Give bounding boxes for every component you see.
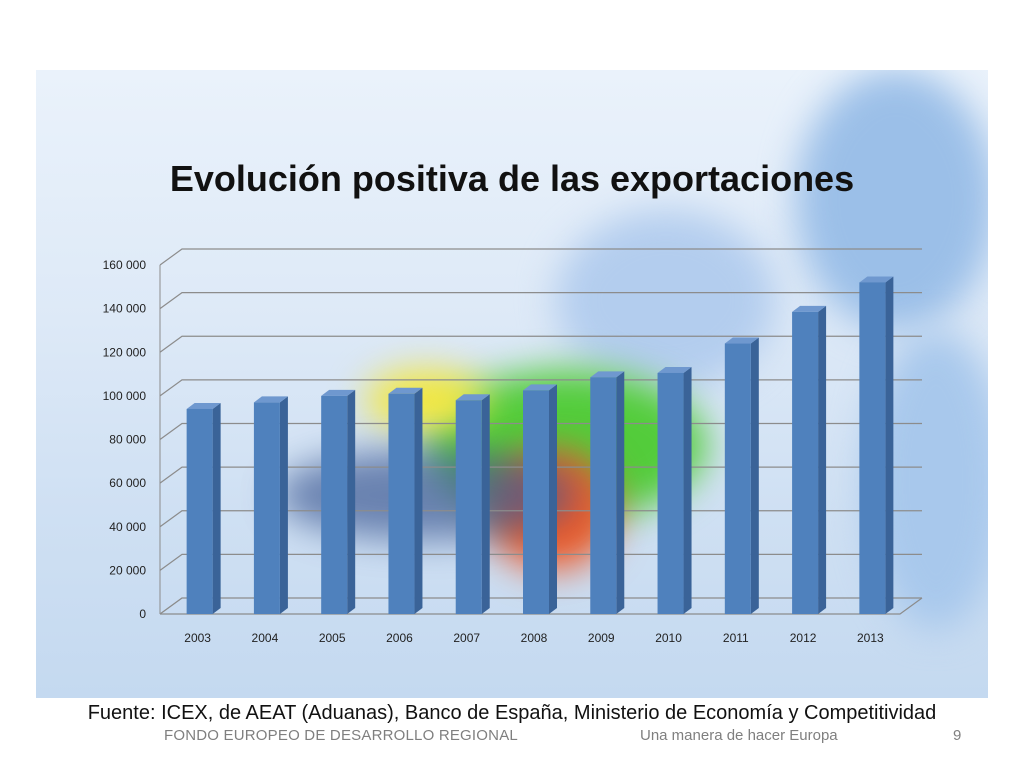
bar-top <box>523 384 557 391</box>
x-tick-label: 2010 <box>655 631 682 645</box>
bar-side <box>212 402 221 614</box>
bars-layer <box>186 276 894 614</box>
bar-top <box>724 337 759 344</box>
bar-front <box>590 377 617 614</box>
bar-top <box>253 396 288 403</box>
y-tick-label: 40 000 <box>109 520 146 534</box>
x-tick-label: 2007 <box>453 631 480 645</box>
x-tick-label: 2004 <box>252 631 279 645</box>
bar-side <box>414 387 423 614</box>
y-tick-label: 100 000 <box>103 389 147 403</box>
x-axis: 2003 2004 2005 2006 2007 2008 2009 2010 2011 2012… <box>184 631 884 645</box>
x-tick-label: 2006 <box>386 631 413 645</box>
gridline <box>159 248 922 266</box>
y-tick-label: 0 <box>139 607 146 621</box>
bar-side <box>818 305 827 614</box>
bar-top <box>455 394 490 401</box>
bar-side <box>616 371 625 614</box>
bar-side <box>683 366 692 614</box>
bar <box>455 394 490 614</box>
y-tick-label: 20 000 <box>109 563 146 577</box>
bar-top <box>321 389 356 396</box>
bar <box>724 337 759 614</box>
bar-side <box>347 389 356 614</box>
bar-top <box>657 366 692 373</box>
bar <box>590 371 625 614</box>
y-tick-label: 160 000 <box>103 258 147 272</box>
x-tick-label: 2012 <box>790 631 817 645</box>
x-tick-label: 2013 <box>857 631 884 645</box>
bar-side <box>549 384 557 614</box>
bar-top <box>388 387 423 394</box>
bar-front <box>859 282 886 614</box>
bar-front <box>724 343 751 614</box>
bar-front <box>455 400 482 614</box>
bar-side <box>885 276 894 614</box>
footer-motto: Una manera de hacer Europa <box>640 727 838 744</box>
bar <box>186 402 221 614</box>
bar-front <box>657 372 684 614</box>
y-axis: 0 20 000 40 000 60 000 80 000 100 000 120 000 1… <box>103 258 147 621</box>
bar-front <box>253 402 280 614</box>
bar-side <box>279 396 288 614</box>
y-tick-label: 60 000 <box>109 476 146 490</box>
bar-top <box>186 402 221 409</box>
gridline <box>159 292 922 310</box>
bar-top <box>792 305 827 312</box>
footer-fund-name: FONDO EUROPEO DE DESARROLLO REGIONAL <box>164 727 518 744</box>
x-tick-label: 2011 <box>723 631 749 645</box>
bar-top <box>859 276 894 283</box>
bar-front <box>523 390 549 614</box>
bar-front <box>388 393 415 614</box>
bar <box>388 387 423 614</box>
x-tick-label: 2003 <box>184 631 211 645</box>
bar-front <box>321 395 348 614</box>
y-tick-label: 80 000 <box>109 433 146 447</box>
bar <box>792 305 827 614</box>
x-tick-label: 2008 <box>521 631 548 645</box>
x-tick-label: 2005 <box>319 631 346 645</box>
x-tick-label: 2009 <box>588 631 615 645</box>
bar-side <box>481 394 490 614</box>
gridline <box>159 335 922 353</box>
grid-layer <box>159 248 923 615</box>
bar-front <box>792 311 819 614</box>
bar <box>657 366 692 614</box>
bar-top <box>590 371 625 378</box>
y-tick-label: 140 000 <box>103 302 147 316</box>
y-tick-label: 120 000 <box>103 345 147 359</box>
bar <box>523 384 557 614</box>
bar <box>859 276 894 614</box>
source-note: Fuente: ICEX, de AEAT (Aduanas), Banco d… <box>87 702 937 724</box>
chart-title: Evolución positiva de las exportaciones <box>169 158 855 199</box>
bar <box>321 389 356 614</box>
page-number: 9 <box>953 727 962 744</box>
bar-front <box>186 408 213 614</box>
bar <box>253 396 288 614</box>
bar-side <box>750 337 759 614</box>
